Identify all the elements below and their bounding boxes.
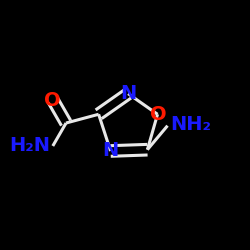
Text: N: N [102,142,119,161]
Text: NH₂: NH₂ [170,115,211,134]
Text: N: N [120,84,136,103]
Text: H₂N: H₂N [10,136,50,156]
Text: O: O [44,90,61,110]
Text: O: O [150,105,167,124]
